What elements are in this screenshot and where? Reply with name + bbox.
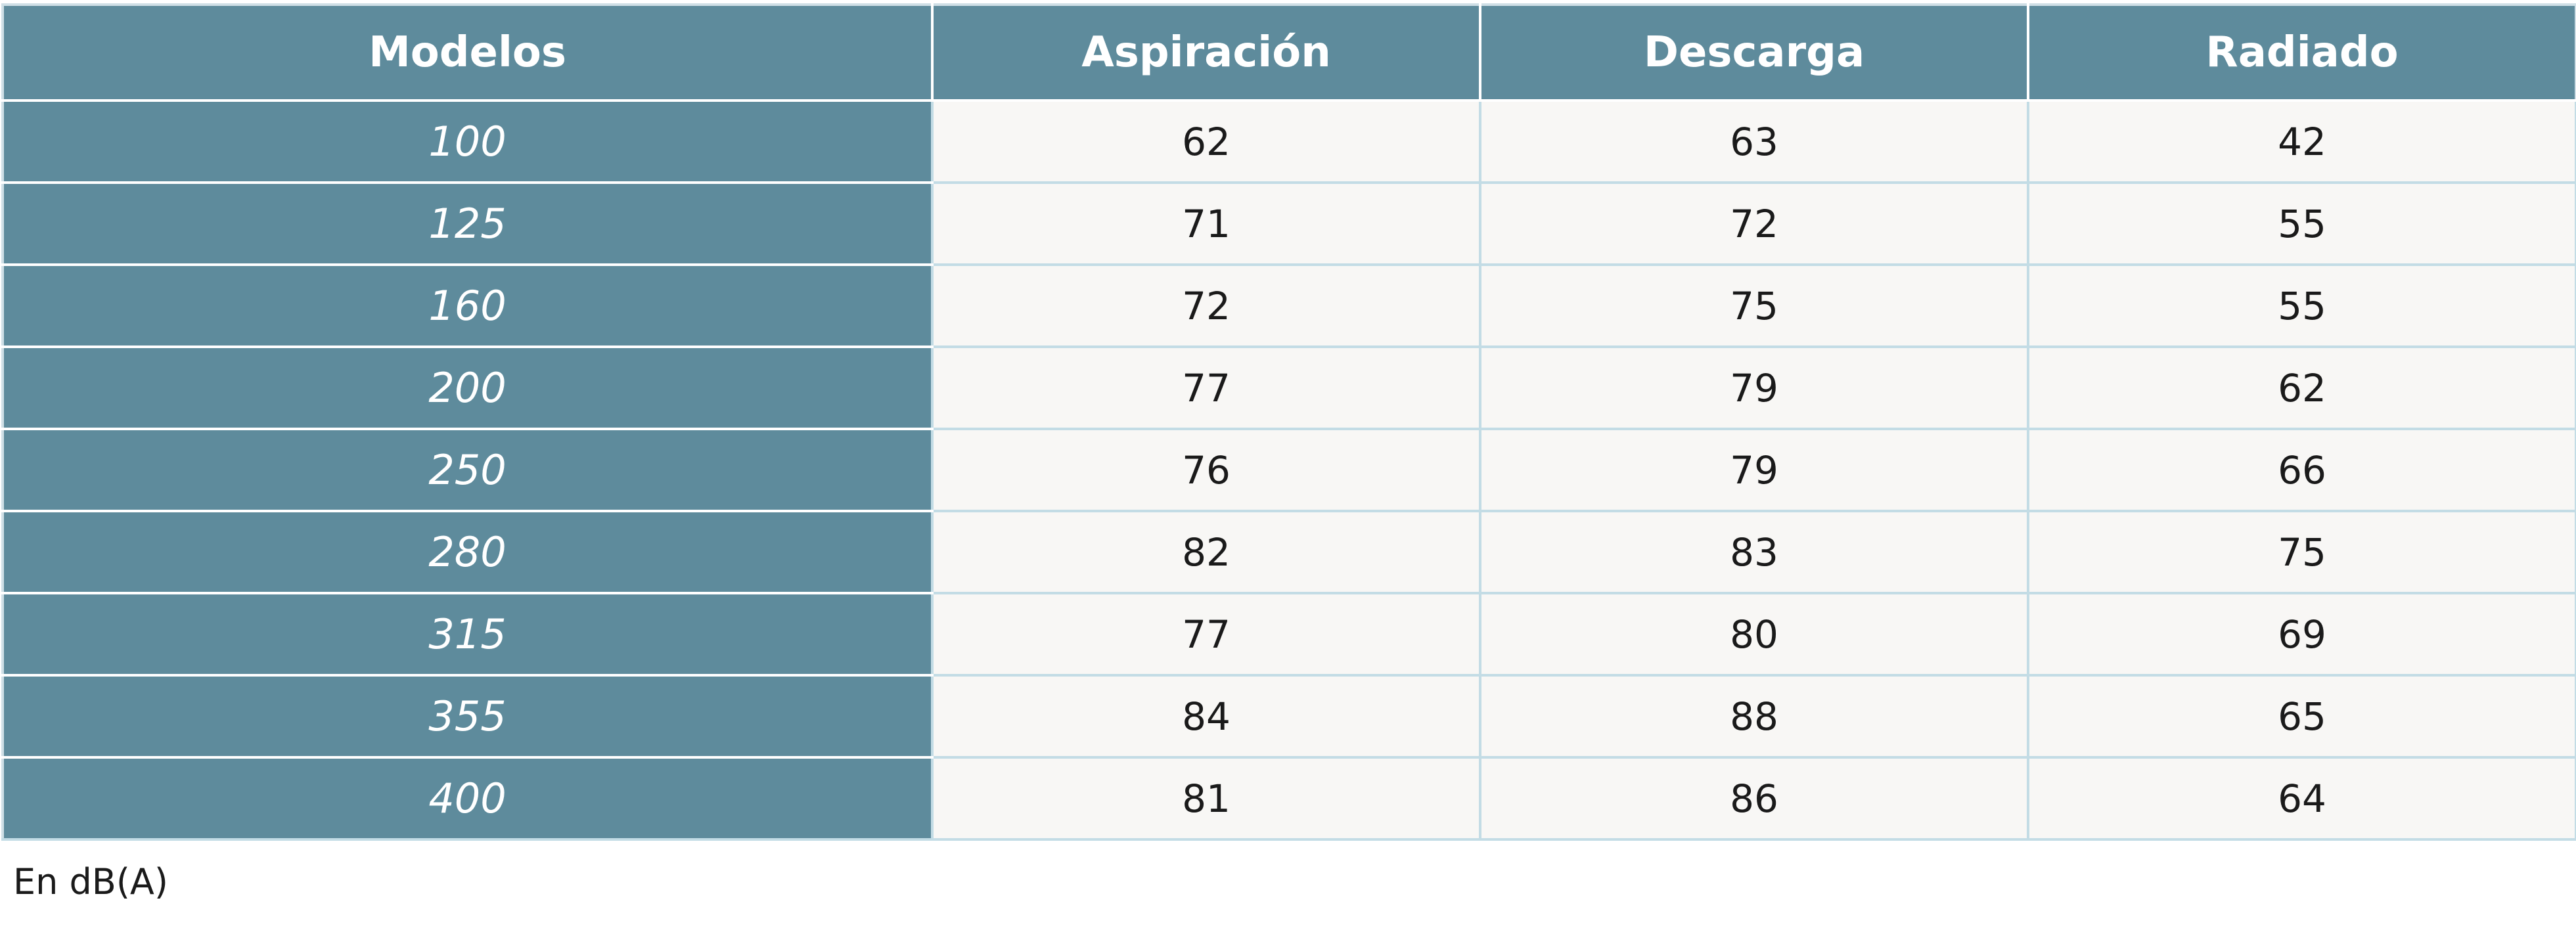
- radiado-cell: 69: [2027, 592, 2576, 677]
- table-body: 100 62 63 42 125 71 72 55 160 72 75 55 2…: [1, 99, 2576, 841]
- header-row: Modelos Aspiración Descarga Radiado: [1, 3, 2576, 102]
- units-footnote: En dB(A): [13, 861, 168, 903]
- table-row: 400 81 86 64: [1, 756, 2576, 841]
- radiado-cell: 62: [2027, 345, 2576, 430]
- table-row: 200 77 79 62: [1, 345, 2576, 430]
- header-radiado: Radiado: [2027, 3, 2576, 102]
- model-cell: 400: [1, 756, 934, 841]
- radiado-cell: 55: [2027, 181, 2576, 266]
- radiado-cell: 66: [2027, 428, 2576, 512]
- aspiracion-cell: 82: [931, 510, 1481, 594]
- table-row: 100 62 63 42: [1, 99, 2576, 184]
- header-modelos: Modelos: [1, 3, 934, 102]
- table-header: Modelos Aspiración Descarga Radiado: [1, 3, 2576, 102]
- radiado-cell: 64: [2027, 756, 2576, 841]
- descarga-cell: 79: [1479, 428, 2029, 512]
- header-aspiracion: Aspiración: [931, 3, 1481, 102]
- aspiracion-cell: 84: [931, 674, 1481, 759]
- table-row: 315 77 80 69: [1, 592, 2576, 677]
- descarga-cell: 86: [1479, 756, 2029, 841]
- table-row: 355 84 88 65: [1, 674, 2576, 759]
- noise-levels-table: Modelos Aspiración Descarga Radiado 100 …: [1, 3, 2576, 841]
- aspiracion-cell: 72: [931, 263, 1481, 348]
- model-cell: 100: [1, 99, 934, 184]
- table-row: 250 76 79 66: [1, 428, 2576, 512]
- radiado-cell: 55: [2027, 263, 2576, 348]
- aspiracion-cell: 77: [931, 592, 1481, 677]
- descarga-cell: 83: [1479, 510, 2029, 594]
- table-row: 125 71 72 55: [1, 181, 2576, 266]
- model-cell: 250: [1, 428, 934, 512]
- header-descarga: Descarga: [1479, 3, 2029, 102]
- descarga-cell: 72: [1479, 181, 2029, 266]
- descarga-cell: 88: [1479, 674, 2029, 759]
- descarga-cell: 79: [1479, 345, 2029, 430]
- model-cell: 355: [1, 674, 934, 759]
- aspiracion-cell: 77: [931, 345, 1481, 430]
- aspiracion-cell: 81: [931, 756, 1481, 841]
- radiado-cell: 65: [2027, 674, 2576, 759]
- model-cell: 200: [1, 345, 934, 430]
- table-row: 160 72 75 55: [1, 263, 2576, 348]
- model-cell: 160: [1, 263, 934, 348]
- descarga-cell: 75: [1479, 263, 2029, 348]
- descarga-cell: 80: [1479, 592, 2029, 677]
- model-cell: 280: [1, 510, 934, 594]
- radiado-cell: 75: [2027, 510, 2576, 594]
- model-cell: 125: [1, 181, 934, 266]
- aspiracion-cell: 71: [931, 181, 1481, 266]
- radiado-cell: 42: [2027, 99, 2576, 184]
- table-row: 280 82 83 75: [1, 510, 2576, 594]
- descarga-cell: 63: [1479, 99, 2029, 184]
- model-cell: 315: [1, 592, 934, 677]
- aspiracion-cell: 76: [931, 428, 1481, 512]
- aspiracion-cell: 62: [931, 99, 1481, 184]
